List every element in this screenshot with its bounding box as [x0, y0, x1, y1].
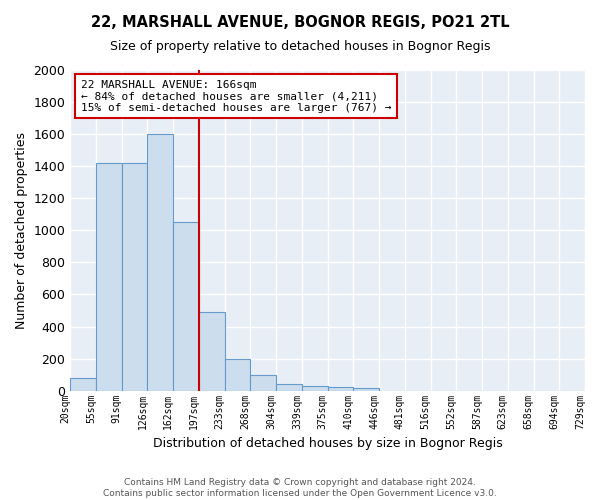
Text: Size of property relative to detached houses in Bognor Regis: Size of property relative to detached ho… [110, 40, 490, 53]
Bar [225, 358, 250, 390]
Bar [173, 222, 199, 390]
Bar [250, 374, 276, 390]
Bar [70, 378, 96, 390]
Text: 22 MARSHALL AVENUE: 166sqm
← 84% of detached houses are smaller (4,211)
15% of s: 22 MARSHALL AVENUE: 166sqm ← 84% of deta… [80, 80, 391, 113]
Bar [122, 163, 148, 390]
Text: Contains HM Land Registry data © Crown copyright and database right 2024.
Contai: Contains HM Land Registry data © Crown c… [103, 478, 497, 498]
Y-axis label: Number of detached properties: Number of detached properties [15, 132, 28, 329]
Bar [302, 386, 328, 390]
Text: 22, MARSHALL AVENUE, BOGNOR REGIS, PO21 2TL: 22, MARSHALL AVENUE, BOGNOR REGIS, PO21 … [91, 15, 509, 30]
Bar [96, 163, 122, 390]
X-axis label: Distribution of detached houses by size in Bognor Regis: Distribution of detached houses by size … [153, 437, 503, 450]
Bar [328, 388, 353, 390]
Bar [353, 388, 379, 390]
Bar [148, 134, 173, 390]
Bar [199, 312, 225, 390]
Bar [276, 384, 302, 390]
